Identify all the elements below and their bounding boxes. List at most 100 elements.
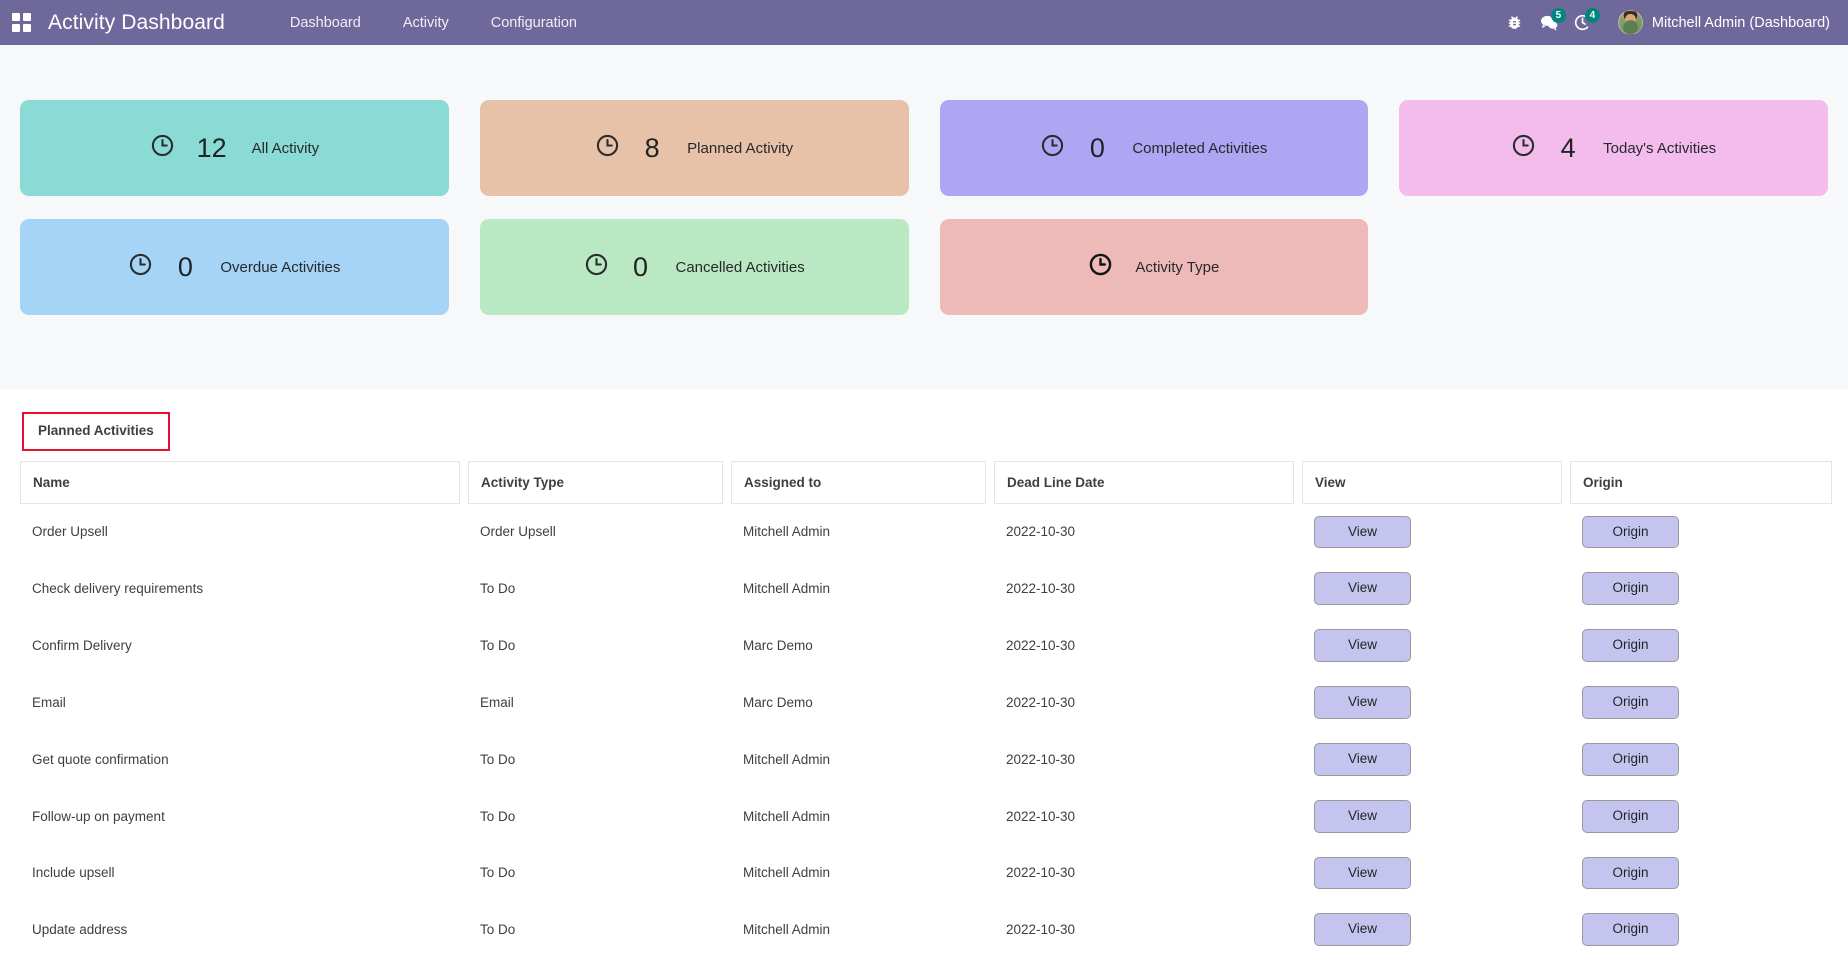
menu-item-activity[interactable]: Activity [402, 14, 449, 31]
cell-assigned-to: Marc Demo [743, 638, 813, 654]
view-button[interactable]: View [1314, 799, 1411, 833]
messages-icon[interactable]: 5 [1532, 7, 1566, 39]
origin-button[interactable]: Origin [1582, 913, 1679, 947]
app-title: Activity Dashboard [48, 10, 225, 34]
cell-name: Confirm Delivery [32, 638, 132, 654]
cell-activity-type: To Do [480, 751, 516, 767]
bug-icon[interactable] [1498, 7, 1532, 39]
cell-name: Email [32, 694, 66, 710]
kpi-card-activity-type[interactable]: Activity Type [939, 219, 1369, 315]
cell-gap [1294, 560, 1302, 617]
user-name: Mitchell Admin (Dashboard) [1651, 14, 1830, 31]
cell-gap [460, 674, 468, 731]
table-body: Order Upsell Order Upsell Mitchell Admin… [20, 504, 1832, 959]
column-gap [1294, 460, 1302, 504]
kpi-card-overdue-activities[interactable]: 0 Overdue Activities [20, 219, 449, 315]
cell-origin: Origin [1570, 788, 1832, 845]
cell-gap [1294, 674, 1302, 731]
menu-item-configuration[interactable]: Configuration [490, 14, 577, 31]
cell-gap [1294, 617, 1302, 674]
cell-gap [723, 560, 731, 617]
apps-grid-square [12, 23, 20, 32]
kpi-card-cancelled-activities[interactable]: 0 Cancelled Activities [479, 219, 909, 315]
view-button[interactable]: View [1314, 629, 1411, 663]
cell-assigned-to: Mitchell Admin [743, 865, 831, 881]
column-header-assigned-to[interactable]: Assigned to [731, 460, 986, 504]
navbar-right-tools: 5 4 Mitchell Admin (Dashboard) [1498, 7, 1830, 39]
cell-gap [1294, 504, 1302, 561]
column-gap [1562, 460, 1570, 504]
activities-badge: 4 [1584, 7, 1600, 23]
kpi-label: Completed Activities [1132, 139, 1268, 157]
kpi-card-placeholder [1399, 219, 1828, 315]
tab-planned-activities[interactable]: Planned Activities [22, 412, 170, 451]
cell-activity-type: Email [480, 694, 514, 710]
origin-button[interactable]: Origin [1582, 686, 1679, 719]
cell-gap [723, 901, 731, 958]
cell-view: View [1302, 901, 1562, 958]
cell-dead-line-date: 2022-10-30 [1006, 638, 1076, 654]
view-button[interactable]: View [1314, 515, 1411, 549]
column-header-dead-line-date[interactable]: Dead Line Date [994, 460, 1294, 504]
cell-gap [986, 845, 994, 902]
view-button[interactable]: View [1314, 913, 1411, 947]
table-header: Name Activity Type Assigned to Dead Line… [20, 460, 1832, 504]
kpi-card-all-activity[interactable]: 12 All Activity [20, 100, 449, 196]
cell-gap [723, 617, 731, 674]
view-button[interactable]: View [1314, 742, 1411, 776]
origin-button[interactable]: Origin [1582, 856, 1679, 890]
cell-gap [1562, 901, 1570, 958]
view-button[interactable]: View [1314, 572, 1411, 606]
apps-grid-icon[interactable] [12, 12, 32, 33]
origin-button[interactable]: Origin [1582, 629, 1679, 663]
column-header-view[interactable]: View [1302, 460, 1562, 504]
view-button[interactable]: View [1314, 856, 1411, 890]
kpi-label: Planned Activity [687, 139, 794, 157]
kpi-card-completed-activities[interactable]: 0 Completed Activities [939, 100, 1369, 196]
cell-gap [460, 504, 468, 561]
cell-name: Get quote confirmation [32, 751, 169, 767]
kpi-card-planned-activity[interactable]: 8 Planned Activity [479, 100, 909, 196]
cell-gap [460, 617, 468, 674]
cell-origin: Origin [1570, 674, 1832, 731]
view-button[interactable]: View [1314, 686, 1411, 719]
origin-button[interactable]: Origin [1582, 799, 1679, 833]
column-header-name[interactable]: Name [20, 460, 460, 504]
cell-gap [986, 560, 994, 617]
menu-item-dashboard[interactable]: Dashboard [289, 14, 361, 31]
cell-view: View [1302, 731, 1562, 788]
user-menu[interactable]: Mitchell Admin (Dashboard) [1617, 10, 1830, 35]
kpi-card-todays-activities[interactable]: 4 Today's Activities [1399, 100, 1828, 196]
origin-button[interactable]: Origin [1582, 742, 1679, 776]
cell-name: Include upsell [32, 865, 115, 881]
kpi-label: Activity Type [1135, 258, 1220, 276]
cell-gap [986, 901, 994, 958]
kpi-value: 4 [1560, 132, 1576, 163]
cell-activity-type: To Do [480, 638, 516, 654]
table-row: Order Upsell Order Upsell Mitchell Admin… [20, 504, 1832, 561]
apps-grid-square [23, 23, 31, 32]
table-row: Confirm Delivery To Do Marc Demo 2022-10… [20, 617, 1832, 674]
kpi-label: All Activity [251, 139, 320, 157]
column-header-activity-type[interactable]: Activity Type [468, 460, 723, 504]
table-row: Include upsell To Do Mitchell Admin 2022… [20, 845, 1832, 902]
clock-icon [150, 133, 175, 163]
cell-assigned-to: Marc Demo [743, 694, 813, 710]
cell-dead-line-date: 2022-10-30 [1006, 922, 1076, 938]
clock-icon [1511, 133, 1536, 163]
column-header-origin[interactable]: Origin [1570, 460, 1832, 504]
cell-dead-line-date: 2022-10-30 [1006, 751, 1076, 767]
activities-clock-icon[interactable]: 4 [1566, 7, 1600, 39]
origin-button[interactable]: Origin [1582, 572, 1679, 606]
kpi-value: 0 [632, 251, 649, 282]
cell-assigned-to: Mitchell Admin [743, 808, 831, 824]
cell-view: View [1302, 617, 1562, 674]
cell-view: View [1302, 674, 1562, 731]
origin-button[interactable]: Origin [1582, 515, 1679, 549]
cell-origin: Origin [1570, 901, 1832, 958]
cell-gap [723, 788, 731, 845]
kpi-label: Today's Activities [1603, 139, 1717, 157]
kpi-value: 0 [1089, 132, 1105, 163]
cell-dead-line-date: 2022-10-30 [1006, 581, 1076, 597]
column-gap [460, 460, 468, 504]
